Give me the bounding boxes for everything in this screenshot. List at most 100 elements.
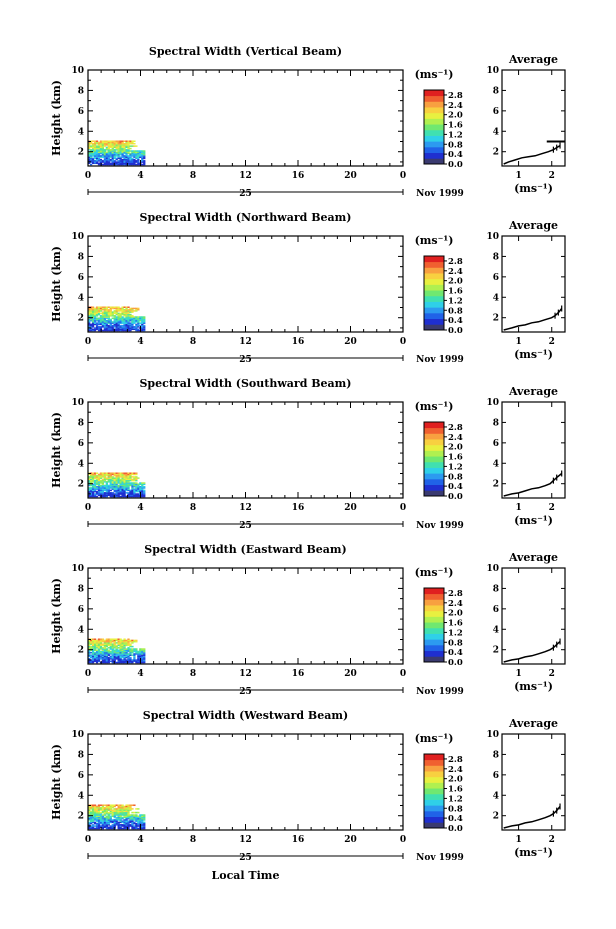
heatmap-cell (135, 648, 138, 650)
heatmap-cell (133, 160, 136, 162)
colorbar-frame (423, 89, 445, 165)
heatmap-cell (99, 161, 103, 163)
heatmap-cell (115, 820, 118, 822)
colorbar-tick-label: 2.0 (448, 609, 463, 619)
heatmap-cell (127, 161, 130, 163)
heatmap-cell (127, 656, 130, 659)
heatmap-cell (129, 643, 132, 645)
heatmap-cell (125, 810, 128, 813)
heatmap-cell (123, 660, 126, 663)
heatmap-cell (117, 478, 120, 481)
heatmap-cell (105, 327, 108, 329)
heatmap-cell (121, 327, 124, 329)
heatmap-cell (99, 804, 103, 806)
heatmap-cell (129, 323, 132, 326)
heatmap-cell (123, 494, 126, 497)
heatmap-cell (119, 153, 122, 156)
heatmap-cell (125, 479, 128, 482)
heatmap-cell (89, 820, 93, 822)
colorbar-tick-label: 1.6 (448, 453, 463, 463)
heatmap-cell (113, 144, 116, 146)
heatmap-cell (105, 477, 108, 479)
heatmap-cell (105, 825, 108, 827)
heatmap-cell (109, 489, 112, 492)
heatmap-cell (109, 487, 112, 489)
heatmap-cell (107, 140, 110, 142)
heatmap-cell (91, 157, 95, 160)
heatmap-cell (117, 324, 120, 327)
heatmap-cell (109, 163, 112, 166)
y-tick-label: 8 (78, 584, 84, 594)
heatmap-cell (123, 150, 126, 152)
heatmap-cell (109, 146, 112, 149)
heatmap-cell (93, 487, 97, 489)
heatmap-cell (107, 160, 110, 162)
colorbar-unit: (ms⁻¹) (415, 234, 454, 247)
heatmap-cell (119, 813, 122, 815)
heatmap-cell (103, 485, 107, 488)
heatmap-cell (105, 311, 108, 313)
heatmap-cell (97, 821, 101, 824)
heatmap-cell (97, 650, 101, 653)
x-tick-label: 16 (292, 503, 305, 513)
heatmap-cell (89, 487, 93, 489)
heatmap-cell (117, 329, 120, 332)
heatmap-cell (88, 152, 91, 155)
heatmap-cell (101, 160, 105, 162)
heatmap-cell (91, 660, 95, 663)
heatmap-cell (125, 809, 128, 811)
heatmap-cell (131, 311, 134, 313)
heatmap-cell (123, 315, 126, 317)
heatmap-cell (103, 152, 107, 155)
heatmap-cell (91, 317, 95, 320)
heatmap-cell (119, 318, 122, 321)
heatmap-cell (115, 152, 118, 155)
heatmap-cell (97, 481, 101, 483)
heatmap-cell (95, 822, 99, 825)
heatmap-cell (137, 490, 140, 493)
heatmap-cell (109, 140, 112, 142)
heatmap-cell (139, 316, 142, 318)
average-title: Average (508, 717, 558, 730)
heatmap-cell (109, 145, 112, 147)
heatmap-cell (125, 473, 128, 476)
heatmap-cell (121, 825, 124, 827)
heatmap-cell (143, 816, 146, 819)
heatmap-cell (143, 661, 146, 664)
heatmap-cell (93, 804, 97, 806)
heatmap-cell (97, 814, 101, 816)
heatmap-cell (107, 821, 110, 824)
heatmap-cell (133, 827, 136, 830)
heatmap-cell (141, 322, 144, 324)
heatmap-cell (125, 163, 128, 166)
heatmap-cell (88, 495, 91, 498)
heatmap-cell (95, 495, 99, 498)
heatmap-cell (109, 322, 112, 324)
heatmap-cell (105, 816, 108, 819)
heatmap-cell (127, 487, 130, 489)
heatmap-cell (107, 809, 110, 811)
colorbar-segment (424, 422, 444, 429)
heatmap-cell (105, 156, 108, 158)
heatmap-cell (91, 140, 95, 142)
avg-y-tick-label: 10 (486, 232, 499, 242)
heatmap-cell (97, 655, 101, 658)
heatmap-cell (95, 655, 99, 658)
heatmap-cell (121, 647, 124, 649)
colorbar-segment (424, 107, 444, 114)
heatmap-cell (131, 483, 134, 486)
heatmap-cell (93, 142, 97, 145)
y-axis-label: Height (km) (50, 578, 63, 654)
heatmap-cell (97, 144, 101, 146)
heatmap-cell (99, 322, 103, 324)
colorbar-segment (424, 273, 444, 280)
heatmap-cell (117, 146, 120, 149)
heatmap-cell (105, 649, 108, 652)
heatmap-cell (141, 153, 144, 156)
heatmap-cell (95, 654, 99, 656)
colorbar-segment (424, 450, 444, 457)
heatmap-cell (115, 317, 118, 320)
heatmap-cell (127, 323, 130, 326)
avg-x-label: (ms⁻¹) (514, 680, 553, 693)
heatmap-cell (119, 827, 122, 830)
